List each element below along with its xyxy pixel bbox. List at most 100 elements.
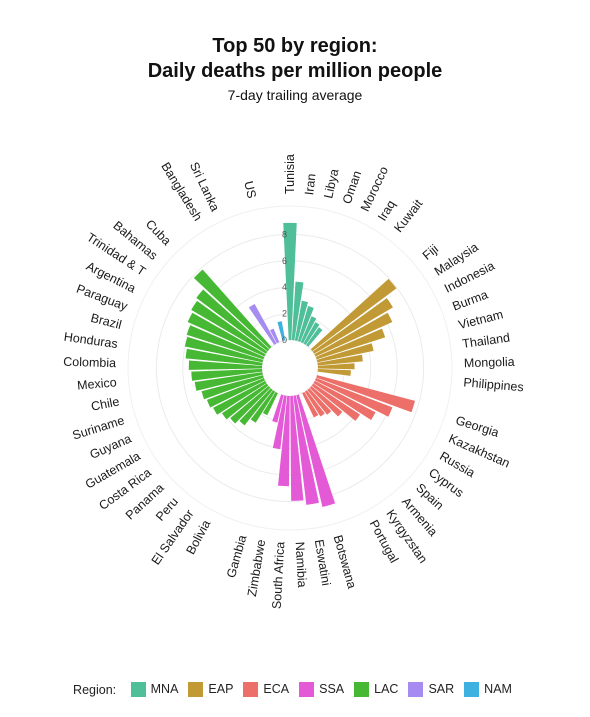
legend-swatch <box>354 682 370 698</box>
bar-bangladesh <box>248 303 277 345</box>
country-label: Vietnam <box>457 307 505 332</box>
tick-layer: 0 2 4 6 8 <box>282 229 287 345</box>
bar-kazakhstan <box>315 378 393 417</box>
bar-spain <box>309 385 343 417</box>
legend-item-eap: EAP <box>188 682 234 698</box>
legend-swatch <box>464 682 480 698</box>
legend-item-sar: SAR <box>408 682 455 698</box>
bar-peru <box>239 388 273 426</box>
bar-tunisia <box>283 222 297 341</box>
country-label: Zimbabwe <box>245 538 268 597</box>
bar-layer <box>184 222 416 507</box>
chart-title: Top 50 by region: <box>212 35 378 57</box>
country-label: Brazil <box>89 311 123 332</box>
legend-title: Region: <box>73 682 117 697</box>
legend-label: MNA <box>150 682 179 697</box>
bar-mongolia <box>317 363 355 370</box>
legend-item-ssa: SSA <box>299 682 345 698</box>
bar-fiji <box>310 278 397 352</box>
country-label: Iran <box>302 173 318 196</box>
country-label: Gambia <box>224 533 249 579</box>
legend-item-eca: ECA <box>243 682 289 698</box>
country-label: Honduras <box>63 330 119 351</box>
bar-costa-rica <box>222 383 269 420</box>
legend-label: EAP <box>208 682 234 697</box>
legend-label: LAC <box>374 682 399 697</box>
legend-item-lac: LAC <box>354 682 399 698</box>
legend-label: NAM <box>484 682 512 697</box>
grid-circle-outer <box>127 205 453 531</box>
bar-cyprus <box>311 383 361 421</box>
country-label: Thailand <box>461 331 510 351</box>
bar-gambia <box>272 394 284 423</box>
legend-swatch <box>243 682 259 698</box>
bar-kuwait <box>306 327 323 347</box>
chart-subtitle: 7-day trailing average <box>227 87 363 103</box>
legend-swatch <box>408 682 424 698</box>
radial-tick-label: 6 <box>282 256 287 266</box>
radial-tick-label: 2 <box>282 309 287 319</box>
bar-sri-lanka <box>270 328 280 344</box>
bar-suriname <box>201 375 264 400</box>
country-label: Mongolia <box>464 355 515 370</box>
bar-portugal <box>302 391 319 418</box>
polar-bar-chart: 0 2 4 6 8 Tunisia Iran LibyaOmanMoroccoIraqKuw… <box>63 154 524 609</box>
bar-libya <box>294 300 308 341</box>
legend-swatch <box>188 682 204 698</box>
bar-bolivia <box>262 391 278 416</box>
grid-circle <box>261 339 319 397</box>
bar-paraguay <box>186 325 265 360</box>
bar-philippines <box>317 369 351 376</box>
country-label: South Africa <box>270 541 288 609</box>
country-label: US <box>241 180 258 200</box>
bar-cuba <box>193 269 272 349</box>
country-label: Fiji <box>420 242 441 263</box>
bar-indonesia <box>314 312 393 357</box>
bar-iran <box>291 281 304 341</box>
bar-burma <box>315 328 386 360</box>
country-label: Namibia <box>293 541 310 588</box>
label-layer: Tunisia Iran LibyaOmanMoroccoIraqKuwaitFij… <box>63 154 524 609</box>
country-label: Eswatini <box>312 538 333 586</box>
country-label: Colombia <box>63 355 116 370</box>
chart-title-line2: Daily deaths per million people <box>147 60 443 82</box>
radial-tick-label: 0 <box>282 335 287 345</box>
bar-colombia <box>188 360 263 370</box>
bar-mexico <box>191 369 263 381</box>
radial-tick-label: 4 <box>282 282 287 292</box>
country-label: Iraq <box>375 198 398 224</box>
bar-guatemala <box>213 380 267 415</box>
bar-eswatini <box>293 395 319 505</box>
country-label: Mexico <box>77 375 118 392</box>
country-label: Philippines <box>463 375 524 394</box>
bar-guyana <box>206 378 265 408</box>
country-label: Chile <box>90 394 121 413</box>
legend-swatch <box>130 682 146 698</box>
country-label: Kuwait <box>391 196 425 235</box>
bar-georgia <box>316 375 416 413</box>
country-label: Tunisia <box>283 154 297 194</box>
bar-brazil <box>184 336 264 363</box>
legend-label: SAR <box>428 682 455 697</box>
radial-tick-label: 8 <box>282 229 287 239</box>
bar-honduras <box>185 348 263 366</box>
legend: Region: MNA EAP ECA SSA LAC SAR NAM <box>0 682 590 698</box>
bar-bahamas <box>196 289 270 352</box>
bar-south-africa <box>278 395 290 487</box>
bar-morocco <box>300 316 317 344</box>
legend-item-mna: MNA <box>130 682 179 698</box>
bar-oman <box>297 305 314 342</box>
legend-swatch <box>299 682 315 698</box>
bar-namibia <box>290 395 304 501</box>
bar-argentina <box>187 312 266 357</box>
legend-label: SSA <box>319 682 345 697</box>
bar-kyrgyzstan <box>304 390 325 417</box>
bar-chile <box>194 372 263 391</box>
bar-trinidad-t <box>191 300 268 354</box>
bar-el-salvador <box>250 390 276 423</box>
bar-armenia <box>307 388 332 415</box>
legend-item-nam: NAM <box>464 682 512 698</box>
country-label: Libya <box>321 167 341 199</box>
country-label: Botswana <box>331 534 359 591</box>
bar-thailand <box>317 354 363 366</box>
